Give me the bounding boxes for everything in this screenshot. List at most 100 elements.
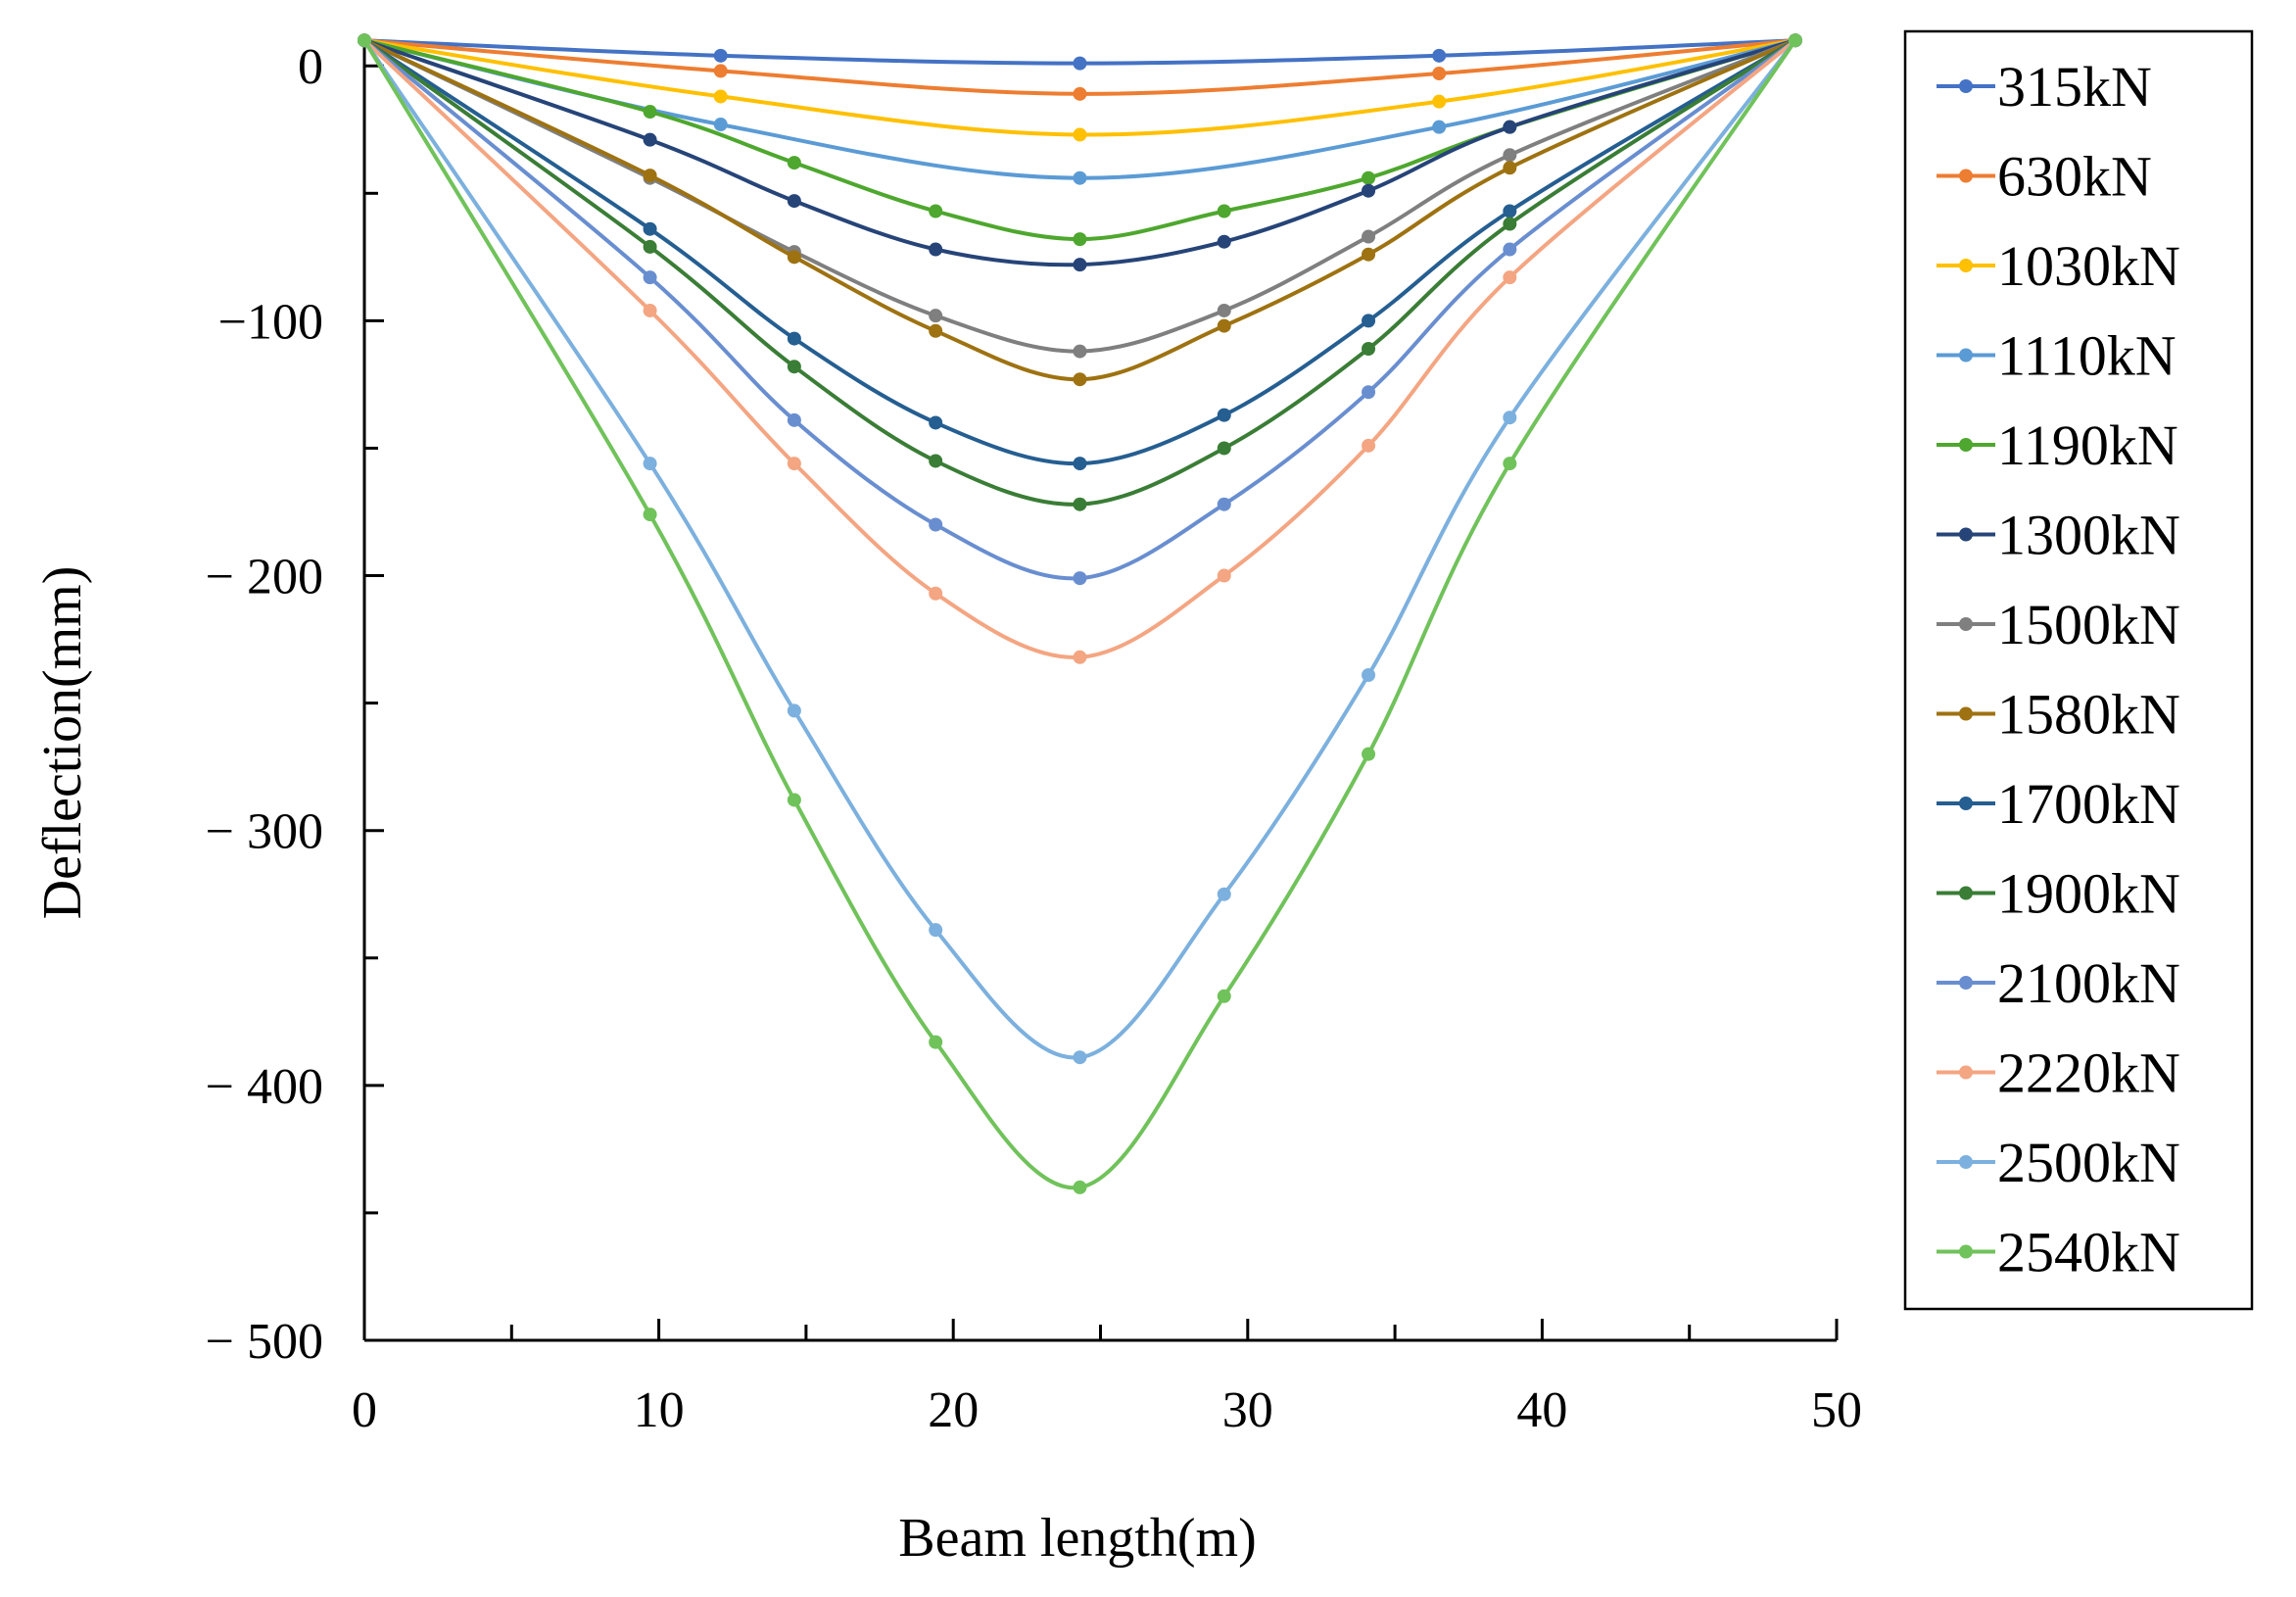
legend-swatch-marker — [1959, 797, 1973, 810]
data-point — [1362, 170, 1376, 185]
data-point — [643, 457, 657, 471]
data-point — [1073, 372, 1087, 387]
data-point — [713, 48, 728, 63]
x-tick-label: 10 — [634, 1382, 685, 1438]
data-point — [1073, 571, 1087, 586]
data-point — [1788, 33, 1802, 48]
legend-item: 2500kN — [1937, 1131, 2180, 1194]
data-point — [929, 923, 943, 938]
legend-swatch-marker — [1959, 976, 1973, 990]
legend-item: 315kN — [1937, 55, 2152, 119]
data-point — [787, 331, 801, 346]
data-point — [643, 508, 657, 522]
legend-label: 2540kN — [1997, 1221, 2180, 1284]
y-tick-label: − 500 — [206, 1314, 323, 1370]
legend-label: 630kN — [1997, 145, 2152, 209]
legend-swatch-marker — [1959, 706, 1973, 721]
data-point — [713, 89, 728, 104]
y-tick-label: −100 — [218, 294, 323, 350]
x-tick-label: 40 — [1516, 1382, 1567, 1438]
data-point — [1503, 204, 1517, 218]
data-point — [1217, 441, 1231, 456]
data-point — [1073, 1180, 1087, 1194]
data-point — [1503, 217, 1517, 231]
data-point — [1073, 650, 1087, 664]
data-point — [929, 1035, 943, 1049]
data-point — [1073, 56, 1087, 71]
data-point — [1073, 86, 1087, 101]
data-point — [1217, 303, 1231, 317]
legend-item: 1110kN — [1937, 324, 2176, 388]
data-point — [929, 323, 943, 338]
data-point — [358, 33, 371, 48]
data-point — [1073, 344, 1087, 359]
legend-label: 1500kN — [1997, 593, 2180, 656]
legend-swatch-marker — [1959, 1155, 1973, 1169]
data-point — [787, 156, 801, 170]
data-point — [1073, 258, 1087, 272]
data-point — [1362, 667, 1376, 682]
data-point — [787, 250, 801, 265]
legend-item: 1500kN — [1937, 593, 2180, 656]
data-point — [929, 242, 943, 257]
legend-item: 2540kN — [1937, 1221, 2180, 1284]
data-point — [643, 239, 657, 254]
data-point — [1503, 161, 1517, 175]
x-tick-label: 0 — [352, 1382, 377, 1438]
y-tick-label: − 300 — [206, 804, 323, 860]
legend-label: 2100kN — [1997, 951, 2180, 1015]
data-point — [1432, 120, 1447, 134]
data-point — [643, 221, 657, 236]
data-point — [1073, 127, 1087, 142]
data-point — [929, 454, 943, 468]
y-axis-title: Deflection(mm) — [32, 566, 93, 920]
data-point — [643, 303, 657, 317]
legend-swatch-marker — [1959, 259, 1973, 272]
series-2540kN — [358, 33, 1802, 1194]
data-point — [1362, 385, 1376, 400]
data-point — [1217, 204, 1231, 218]
data-point — [1362, 183, 1376, 198]
legend-swatch-marker — [1959, 886, 1973, 900]
legend-swatch-marker — [1959, 169, 1973, 183]
data-point — [643, 132, 657, 147]
legend-item: 1190kN — [1937, 413, 2178, 477]
data-point — [1217, 497, 1231, 511]
data-point — [1362, 341, 1376, 356]
data-point — [787, 457, 801, 471]
legend-item: 630kN — [1937, 145, 2152, 209]
data-point — [929, 309, 943, 323]
data-point — [929, 586, 943, 601]
legend-item: 1300kN — [1937, 504, 2180, 567]
legend-label: 1110kN — [1997, 324, 2176, 388]
legend-item: 1700kN — [1937, 772, 2180, 836]
data-point — [787, 703, 801, 718]
data-point — [1073, 1050, 1087, 1065]
y-tick-label: − 200 — [206, 550, 323, 605]
data-point — [1217, 318, 1231, 333]
data-point — [1503, 270, 1517, 285]
data-point — [1362, 747, 1376, 761]
series-lines — [358, 33, 1802, 1194]
data-point — [1432, 94, 1447, 109]
data-point — [787, 793, 801, 807]
legend-item: 2100kN — [1937, 951, 2180, 1015]
series-line — [362, 38, 1797, 507]
legend-swatch-marker — [1959, 438, 1973, 452]
y-tick-label: − 400 — [206, 1059, 323, 1115]
legend-label: 315kN — [1997, 55, 2152, 119]
legend-label: 1900kN — [1997, 862, 2180, 926]
legend-swatch-marker — [1959, 348, 1973, 363]
legend-swatch-marker — [1959, 527, 1973, 542]
data-point — [787, 360, 801, 374]
series-1700kN — [358, 33, 1802, 471]
legend-swatch-marker — [1959, 1244, 1973, 1259]
data-point — [929, 517, 943, 532]
x-axis-title: Beam length(m) — [898, 1508, 1256, 1569]
data-point — [1362, 314, 1376, 328]
x-tick-label: 30 — [1222, 1382, 1273, 1438]
data-point — [713, 118, 728, 132]
data-point — [1362, 229, 1376, 244]
